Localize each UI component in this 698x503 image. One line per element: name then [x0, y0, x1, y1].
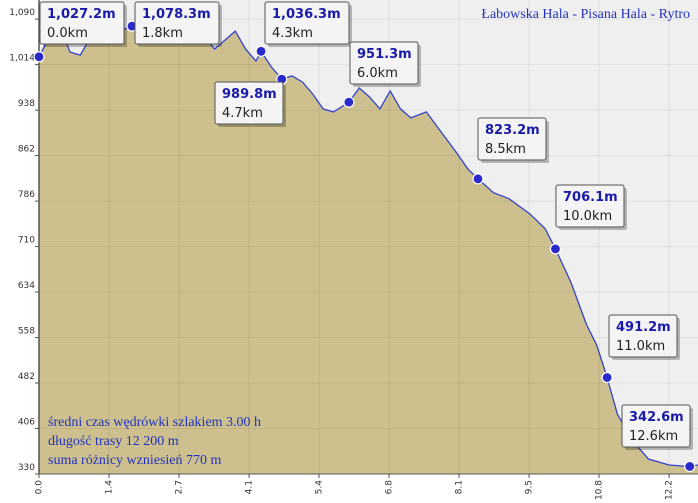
waypoint — [33, 51, 45, 63]
note: suma różnicy wzniesień 770 m — [48, 453, 222, 468]
waypoint — [472, 173, 484, 185]
x-tick-label: 1.4 — [105, 480, 115, 495]
y-tick-label: 330 — [18, 463, 35, 473]
callout: 706.1m 10.0km — [555, 184, 627, 230]
y-tick-label: 1,014 — [9, 54, 35, 64]
callout-elevation: 951.3m — [357, 47, 412, 62]
y-tick-label: 862 — [18, 145, 35, 155]
y-tick-label: 938 — [18, 99, 35, 109]
callout: 342.6m 12.6km — [621, 404, 693, 450]
callout-elevation: 989.8m — [222, 87, 277, 102]
y-tick-label: 710 — [18, 236, 35, 246]
callout: 1,027.2m 0.0km — [39, 1, 127, 47]
callout-distance: 0.0km — [47, 26, 88, 41]
callout: 951.3m 6.0km — [349, 41, 421, 87]
callout-box — [349, 41, 419, 85]
note: średni czas wędrówki szlakiem 3.00 h — [48, 415, 261, 430]
x-tick-label: 2.7 — [175, 480, 185, 494]
callout-distance: 1.8km — [142, 26, 183, 41]
callout-distance: 12.6km — [629, 429, 678, 444]
callout-elevation: 491.2m — [616, 320, 671, 335]
callout: 1,036.3m 4.3km — [264, 1, 352, 47]
callout-elevation: 1,078.3m — [142, 7, 211, 22]
x-tick-label: 9.5 — [525, 480, 535, 494]
callout-box — [608, 314, 678, 358]
x-tick-label: 12.2 — [665, 480, 675, 500]
elevation-area — [39, 16, 698, 474]
y-tick-label: 634 — [18, 281, 35, 291]
y-tick-label: 482 — [18, 372, 35, 382]
callout-box — [621, 404, 691, 448]
waypoint — [255, 45, 267, 57]
callout-elevation: 823.2m — [485, 123, 540, 138]
x-tick-label: 6.8 — [385, 480, 395, 495]
callout-distance: 10.0km — [563, 209, 612, 224]
y-tick-label: 406 — [18, 418, 35, 428]
waypoint — [684, 460, 696, 473]
waypoint — [549, 243, 562, 255]
x-tick-label: 5.4 — [315, 480, 325, 495]
waypoint — [343, 96, 355, 108]
callout-elevation: 342.6m — [629, 410, 684, 425]
callout: 1,078.3m 1.8km — [134, 1, 222, 47]
x-tick-label: 4.1 — [245, 480, 255, 494]
callout-box — [214, 81, 284, 125]
callout-box — [264, 1, 350, 45]
callout-distance: 6.0km — [357, 66, 398, 81]
callout-box — [477, 117, 547, 161]
callout-box — [555, 184, 625, 228]
x-tick-label: 10.8 — [595, 480, 605, 500]
callout: 989.8m 4.7km — [214, 81, 286, 127]
callout: 491.2m 11.0km — [608, 314, 680, 360]
y-tick-label: 786 — [18, 190, 35, 200]
callout-distance: 8.5km — [485, 142, 526, 157]
y-tick-label: 558 — [18, 327, 35, 337]
callout-box — [39, 1, 125, 45]
note: długość trasy 12 200 m — [48, 434, 179, 449]
x-tick-label: 8.1 — [455, 480, 465, 494]
y-tick-label: 1,090 — [9, 8, 35, 18]
callout-box — [134, 1, 220, 45]
callout-distance: 4.3km — [272, 26, 313, 41]
waypoint — [601, 371, 613, 384]
callout-distance: 4.7km — [222, 106, 263, 121]
callout: 823.2m 8.5km — [477, 117, 549, 163]
callout-elevation: 1,027.2m — [47, 7, 116, 22]
callout-elevation: 1,036.3m — [272, 7, 341, 22]
x-tick-label: 0.0 — [35, 480, 45, 495]
callout-distance: 11.0km — [616, 339, 665, 354]
chart-title: Łabowska Hala - Pisana Hala - Rytro — [481, 7, 690, 22]
callout-elevation: 706.1m — [563, 190, 618, 205]
